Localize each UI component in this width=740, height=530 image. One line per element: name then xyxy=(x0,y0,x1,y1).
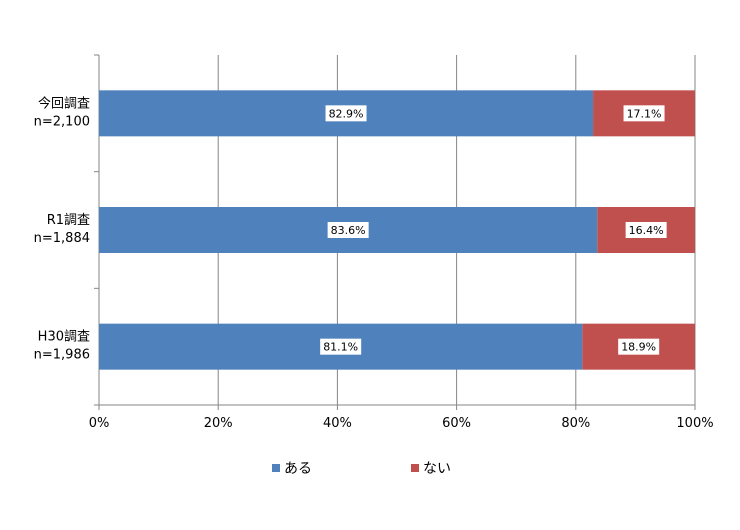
category-label: n=1,986 xyxy=(34,348,90,363)
data-label-box xyxy=(327,222,369,238)
legend-label-nai: ない xyxy=(423,461,451,477)
category-label: n=1,884 xyxy=(34,231,90,246)
legend-label-aru: ある xyxy=(284,461,312,477)
legend-item-nai: ない xyxy=(411,458,451,478)
category-label: 今回調査 xyxy=(38,95,90,111)
x-tick-label: 100% xyxy=(676,416,713,431)
data-label: 18.9% xyxy=(621,341,656,354)
bars xyxy=(99,90,695,370)
legend: ある ない xyxy=(0,458,740,478)
data-label: 83.6% xyxy=(331,224,366,237)
x-tick-label: 60% xyxy=(442,416,471,431)
data-label-box xyxy=(325,105,367,122)
legend-item-aru: ある xyxy=(272,458,312,478)
legend-swatch-aru xyxy=(272,464,280,472)
data-label: 16.4% xyxy=(629,224,664,237)
x-tick-label: 0% xyxy=(89,416,110,431)
data-label: 81.1% xyxy=(323,341,358,354)
data-label-box xyxy=(625,222,667,238)
data-label-box xyxy=(618,338,660,355)
x-tick-label: 80% xyxy=(561,416,590,431)
category-label: H30調査 xyxy=(38,330,90,345)
data-label-box xyxy=(623,105,665,122)
data-label: 17.1% xyxy=(627,107,662,120)
data-label-box xyxy=(320,338,362,355)
labels: 0% 20% 40% 60% 80% 100% 82.9% 17.1% 今回調査 n=2,100 8… xyxy=(34,95,714,431)
category-label: n=2,100 xyxy=(34,114,90,129)
data-label: 82.9% xyxy=(329,107,364,120)
legend-swatch-nai xyxy=(411,464,419,472)
category-label: R1調査 xyxy=(47,213,90,228)
x-tick-label: 20% xyxy=(204,416,233,431)
x-tick-label: 40% xyxy=(323,416,352,431)
